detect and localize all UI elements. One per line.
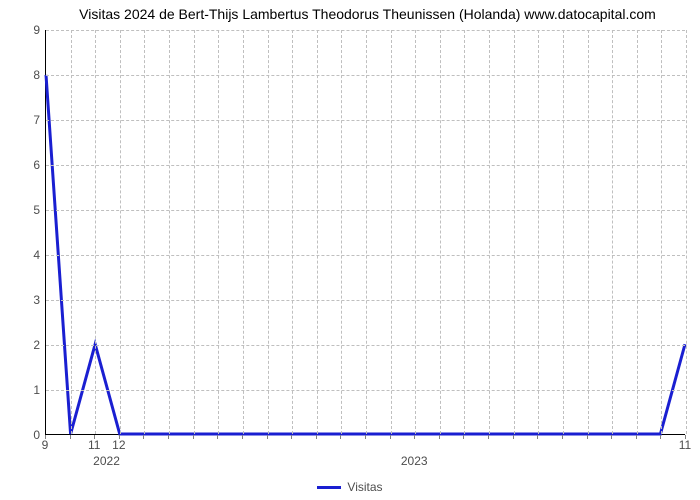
x-tick-label: 9 <box>42 438 49 452</box>
y-tick-label: 3 <box>10 293 40 307</box>
vgrid <box>218 30 219 434</box>
y-tick-label: 6 <box>10 158 40 172</box>
x-minor-mark <box>70 435 71 439</box>
y-tick-label: 2 <box>10 338 40 352</box>
vgrid <box>514 30 515 434</box>
y-tick-label: 7 <box>10 113 40 127</box>
legend-swatch <box>317 486 341 489</box>
vgrid <box>588 30 589 434</box>
y-tick-label: 4 <box>10 248 40 262</box>
vgrid <box>243 30 244 434</box>
y-tick-label: 8 <box>10 68 40 82</box>
vgrid <box>71 30 72 434</box>
vgrid <box>440 30 441 434</box>
legend: Visitas <box>0 480 700 494</box>
vgrid <box>612 30 613 434</box>
chart-title: Visitas 2024 de Bert-Thijs Lambertus The… <box>45 6 690 22</box>
y-tick-label: 9 <box>10 23 40 37</box>
x-minor-mark <box>660 435 661 439</box>
vgrid <box>538 30 539 434</box>
x-minor-mark <box>168 435 169 439</box>
x-minor-mark <box>488 435 489 439</box>
vgrid <box>563 30 564 434</box>
plot-area <box>45 30 685 435</box>
vgrid <box>415 30 416 434</box>
y-tick-label: 5 <box>10 203 40 217</box>
x-minor-mark <box>267 435 268 439</box>
x-minor-mark <box>439 435 440 439</box>
x-minor-mark <box>316 435 317 439</box>
vgrid <box>268 30 269 434</box>
vgrid <box>194 30 195 434</box>
x-minor-mark <box>513 435 514 439</box>
x-minor-mark <box>365 435 366 439</box>
x-minor-mark <box>242 435 243 439</box>
vgrid <box>661 30 662 434</box>
x-minor-mark <box>562 435 563 439</box>
vgrid <box>489 30 490 434</box>
x-tick-label: 12 <box>112 438 125 452</box>
x-minor-mark <box>636 435 637 439</box>
vgrid <box>95 30 96 434</box>
vgrid <box>391 30 392 434</box>
vgrid <box>464 30 465 434</box>
x-major-label: 2022 <box>93 454 120 468</box>
x-minor-mark <box>340 435 341 439</box>
vgrid <box>169 30 170 434</box>
x-minor-mark <box>587 435 588 439</box>
x-minor-mark <box>611 435 612 439</box>
x-minor-mark <box>537 435 538 439</box>
x-minor-mark <box>390 435 391 439</box>
vgrid <box>366 30 367 434</box>
vgrid <box>292 30 293 434</box>
x-tick-label: 11 <box>679 438 691 452</box>
x-tick-label: 11 <box>88 438 100 452</box>
legend-label: Visitas <box>347 480 382 494</box>
y-tick-label: 1 <box>10 383 40 397</box>
x-minor-mark <box>291 435 292 439</box>
vgrid <box>144 30 145 434</box>
vgrid <box>341 30 342 434</box>
x-minor-mark <box>217 435 218 439</box>
visits-chart: Visitas 2024 de Bert-Thijs Lambertus The… <box>0 0 700 500</box>
vgrid <box>120 30 121 434</box>
vgrid <box>317 30 318 434</box>
x-minor-mark <box>143 435 144 439</box>
x-major-label: 2023 <box>401 454 428 468</box>
y-tick-label: 0 <box>10 428 40 442</box>
x-minor-mark <box>414 435 415 439</box>
x-minor-mark <box>193 435 194 439</box>
vgrid <box>637 30 638 434</box>
vgrid <box>686 30 687 434</box>
x-minor-mark <box>463 435 464 439</box>
